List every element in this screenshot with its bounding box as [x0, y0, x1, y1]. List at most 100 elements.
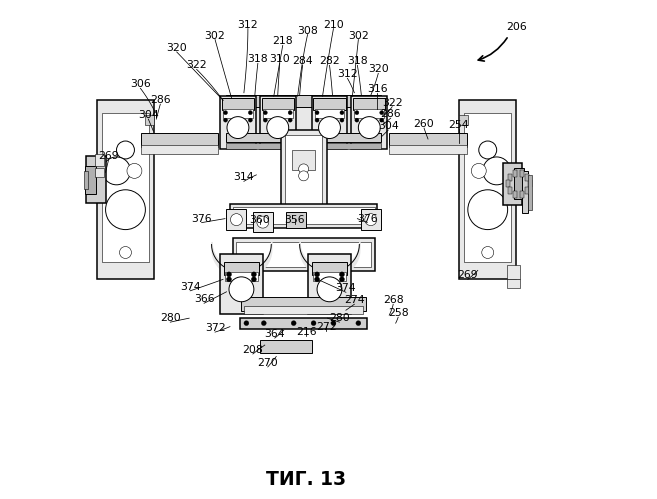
Circle shape	[483, 157, 510, 185]
Circle shape	[356, 321, 361, 326]
Circle shape	[299, 171, 309, 181]
Circle shape	[263, 111, 267, 115]
FancyBboxPatch shape	[286, 212, 306, 228]
FancyBboxPatch shape	[506, 180, 510, 187]
Circle shape	[315, 277, 319, 282]
FancyBboxPatch shape	[354, 109, 384, 118]
Text: 376: 376	[357, 214, 378, 224]
Circle shape	[380, 111, 384, 115]
FancyBboxPatch shape	[514, 168, 524, 199]
Circle shape	[365, 214, 376, 226]
FancyBboxPatch shape	[227, 97, 381, 142]
FancyBboxPatch shape	[95, 168, 104, 177]
Text: 314: 314	[234, 172, 254, 182]
Circle shape	[261, 321, 266, 326]
Circle shape	[263, 118, 267, 122]
Text: 269: 269	[99, 151, 119, 161]
Circle shape	[223, 118, 227, 122]
Text: 302: 302	[205, 30, 225, 40]
Circle shape	[227, 117, 249, 139]
Text: 270: 270	[258, 358, 278, 368]
Text: 302: 302	[348, 30, 369, 40]
FancyBboxPatch shape	[253, 212, 273, 232]
FancyBboxPatch shape	[526, 187, 530, 194]
Circle shape	[257, 216, 269, 228]
Circle shape	[231, 214, 242, 226]
Text: 286: 286	[150, 95, 171, 105]
Circle shape	[355, 118, 359, 122]
Text: 254: 254	[449, 120, 469, 130]
Circle shape	[479, 141, 497, 159]
Text: 308: 308	[297, 25, 318, 35]
Circle shape	[340, 277, 344, 282]
Circle shape	[311, 321, 316, 326]
Text: 260: 260	[414, 119, 434, 129]
FancyBboxPatch shape	[528, 180, 532, 187]
Text: 318: 318	[248, 54, 268, 64]
FancyBboxPatch shape	[230, 204, 377, 228]
FancyBboxPatch shape	[522, 171, 528, 214]
Circle shape	[317, 277, 342, 302]
Circle shape	[252, 272, 256, 277]
FancyBboxPatch shape	[227, 209, 246, 230]
Circle shape	[380, 118, 384, 122]
Circle shape	[267, 117, 288, 139]
Text: 208: 208	[242, 345, 263, 355]
FancyBboxPatch shape	[281, 130, 327, 218]
FancyBboxPatch shape	[508, 174, 512, 181]
Circle shape	[331, 321, 336, 326]
FancyBboxPatch shape	[361, 209, 381, 230]
FancyBboxPatch shape	[97, 100, 154, 279]
FancyBboxPatch shape	[508, 187, 512, 194]
FancyBboxPatch shape	[307, 254, 351, 314]
FancyBboxPatch shape	[227, 95, 381, 107]
Text: 364: 364	[265, 329, 285, 339]
FancyBboxPatch shape	[260, 340, 312, 353]
FancyBboxPatch shape	[241, 297, 366, 311]
Circle shape	[288, 111, 292, 115]
FancyBboxPatch shape	[464, 113, 511, 262]
FancyBboxPatch shape	[315, 109, 344, 118]
FancyBboxPatch shape	[141, 133, 217, 147]
Text: 218: 218	[273, 36, 293, 46]
FancyBboxPatch shape	[223, 109, 253, 118]
Circle shape	[127, 163, 142, 178]
FancyBboxPatch shape	[513, 170, 517, 177]
Circle shape	[244, 321, 249, 326]
Text: 280: 280	[329, 313, 350, 323]
FancyBboxPatch shape	[85, 156, 106, 204]
Text: 304: 304	[138, 110, 159, 120]
Text: 304: 304	[378, 121, 399, 131]
FancyBboxPatch shape	[219, 254, 263, 314]
Text: 376: 376	[191, 214, 212, 224]
FancyBboxPatch shape	[353, 98, 386, 110]
Text: 282: 282	[319, 56, 340, 66]
Circle shape	[106, 190, 145, 230]
FancyBboxPatch shape	[233, 239, 374, 270]
Text: 272: 272	[316, 322, 336, 332]
Circle shape	[315, 118, 319, 122]
Circle shape	[471, 163, 486, 178]
Text: 372: 372	[205, 323, 225, 333]
Text: 269: 269	[457, 270, 478, 280]
Circle shape	[468, 190, 508, 230]
FancyBboxPatch shape	[141, 146, 217, 155]
FancyBboxPatch shape	[292, 150, 315, 170]
Circle shape	[299, 164, 309, 174]
Text: 356: 356	[284, 215, 305, 225]
FancyBboxPatch shape	[520, 191, 524, 198]
FancyBboxPatch shape	[227, 133, 381, 142]
FancyBboxPatch shape	[95, 154, 104, 166]
Circle shape	[102, 157, 131, 185]
Circle shape	[229, 277, 254, 302]
Circle shape	[315, 272, 319, 277]
Circle shape	[291, 321, 296, 326]
FancyBboxPatch shape	[528, 175, 532, 210]
Circle shape	[319, 117, 340, 139]
FancyBboxPatch shape	[83, 171, 87, 189]
FancyBboxPatch shape	[351, 96, 387, 150]
FancyBboxPatch shape	[102, 113, 149, 262]
FancyBboxPatch shape	[244, 306, 363, 314]
Circle shape	[252, 277, 256, 282]
FancyBboxPatch shape	[390, 146, 466, 155]
